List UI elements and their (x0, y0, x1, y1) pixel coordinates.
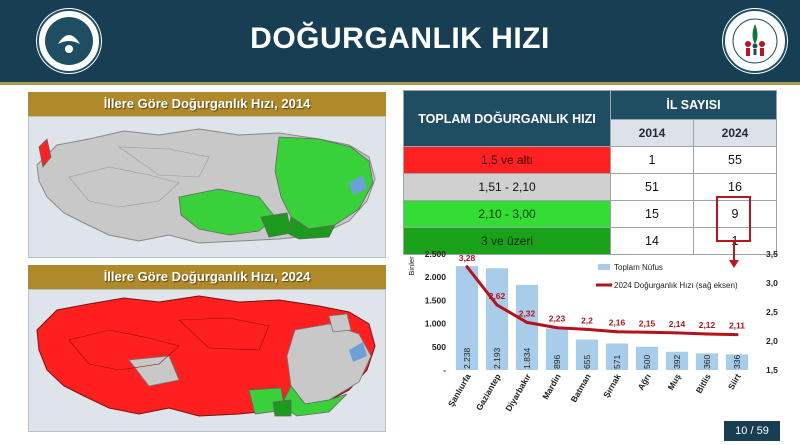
row-label: 3 ve üzeri (403, 227, 611, 255)
table-year-2014: 2014 (610, 118, 694, 147)
fertility-table: TOPLAM DOĞURGANLIK HIZI İL SAYISI 2014 2… (403, 90, 777, 255)
line-point (525, 320, 529, 324)
bar (575, 339, 599, 370)
map-2014-title: İllere Göre Doğurganlık Hızı, 2014 (28, 92, 386, 116)
legend-bar-label: Toplam Nüfus (614, 263, 663, 272)
line-value-label: 2,2 (581, 315, 593, 325)
category-label: Siirt (726, 372, 743, 391)
table-header-rate: TOPLAM DOĞURGANLIK HIZI (403, 90, 611, 147)
bar-value-label: 571 (612, 355, 622, 369)
line-point (465, 265, 469, 269)
series-line (465, 265, 738, 337)
province-chart: - 500 1.000 1.500 2.000 2.500 1,5 2,0 2,5 3,0 3,5 B… (407, 249, 778, 413)
y-tick-label: 2.500 (425, 249, 447, 259)
bar-value-label: 392 (672, 355, 682, 369)
y-tick-label: 2.000 (425, 272, 447, 282)
bar-value-label: 360 (702, 355, 712, 369)
bar-value-label: 896 (552, 355, 562, 369)
header-divider (0, 82, 800, 85)
bar-value-label: 1.834 (522, 347, 532, 369)
category-label: Şırnak (601, 372, 623, 400)
bar (515, 284, 539, 370)
line-point (555, 326, 559, 330)
bar (545, 328, 569, 370)
table-header-count: İL SAYISI (610, 90, 777, 120)
y2-tick-label: 3,0 (766, 278, 778, 288)
line-value-label: 2,16 (609, 318, 626, 328)
row-value-2024: 55 (693, 146, 777, 174)
row-value-2014: 1 (610, 146, 694, 174)
highlight-box (716, 196, 751, 242)
bar-value-label: 500 (642, 355, 652, 369)
table-row: 1,51 - 2,10 51 16 (403, 173, 777, 201)
category-label: Muş (666, 372, 683, 392)
map-2024 (28, 289, 386, 432)
line-point (735, 333, 739, 337)
arrow-head-icon (729, 260, 739, 268)
line-value-label: 3,28 (459, 253, 476, 263)
line-value-label: 2,15 (639, 318, 656, 328)
bar-value-label: 2.238 (462, 347, 472, 369)
category-label: Bitlis (694, 372, 713, 395)
row-value-2014: 14 (610, 227, 694, 255)
y2-tick-label: 2,5 (766, 307, 778, 317)
line-value-label: 2,12 (699, 320, 716, 330)
y-tick-label: 500 (432, 342, 446, 352)
y-axis-label: Binler (407, 256, 416, 276)
ministry-logo (36, 8, 102, 74)
header-bar (0, 0, 800, 82)
line-point (705, 332, 709, 336)
category-label: Mardin (540, 372, 563, 401)
category-label: Ağrı (636, 372, 653, 392)
category-label: Batman (568, 372, 592, 404)
line-point (585, 327, 589, 331)
map-2024-title: İllere Göre Doğurganlık Hızı, 2024 (28, 265, 386, 289)
category-label: Şanlıurfa (446, 372, 473, 409)
family-year-logo (722, 8, 788, 74)
line-point (495, 303, 499, 307)
map-2014 (28, 116, 386, 258)
y-tick-label: - (443, 365, 446, 375)
line-value-label: 2,14 (669, 319, 686, 329)
y-tick-label: 1.000 (425, 319, 447, 329)
line-value-label: 2,11 (729, 321, 745, 331)
y-tick-label: 1.500 (425, 295, 447, 305)
table-row: 1,5 ve altı 1 55 (403, 146, 777, 174)
line-value-label: 2,62 (489, 291, 506, 301)
y2-tick-label: 3,5 (766, 249, 778, 259)
table-year-2024: 2024 (693, 118, 777, 147)
bar (665, 351, 689, 370)
page-title: DOĞURGANLIK HIZI (250, 22, 550, 55)
bar (455, 266, 479, 370)
legend-line-label: 2024 Doğurganlık Hızı (sağ eksen) (614, 281, 738, 290)
bar-value-label: 336 (732, 355, 742, 369)
line-point (675, 331, 679, 335)
table-row: 3 ve üzeri 14 1 (403, 227, 777, 255)
bar-value-label: 2.193 (492, 347, 502, 369)
bar (695, 353, 719, 370)
line-point (645, 330, 649, 334)
line-value-label: 2,32 (519, 308, 536, 318)
category-label: Gaziantep (474, 372, 503, 412)
line-point (615, 330, 619, 334)
line-value-label: 2,23 (549, 314, 566, 324)
bar-value-label: 655 (582, 355, 592, 369)
row-label: 1,5 ve altı (403, 146, 611, 174)
highlight-arrow (733, 242, 735, 262)
row-label: 2,10 - 3,00 (403, 200, 611, 228)
bar (605, 343, 629, 370)
row-value-2014: 15 (610, 200, 694, 228)
row-value-2014: 51 (610, 173, 694, 201)
page-number: 10 / 59 (724, 421, 780, 441)
y2-tick-label: 2,0 (766, 336, 778, 346)
legend-bar-swatch (598, 264, 610, 270)
category-label: Diyarbakır (503, 371, 533, 413)
bar (485, 268, 509, 370)
bar (635, 346, 659, 370)
bar (725, 354, 749, 370)
row-label: 1,51 - 2,10 (403, 173, 611, 201)
y2-tick-label: 1,5 (766, 365, 778, 375)
